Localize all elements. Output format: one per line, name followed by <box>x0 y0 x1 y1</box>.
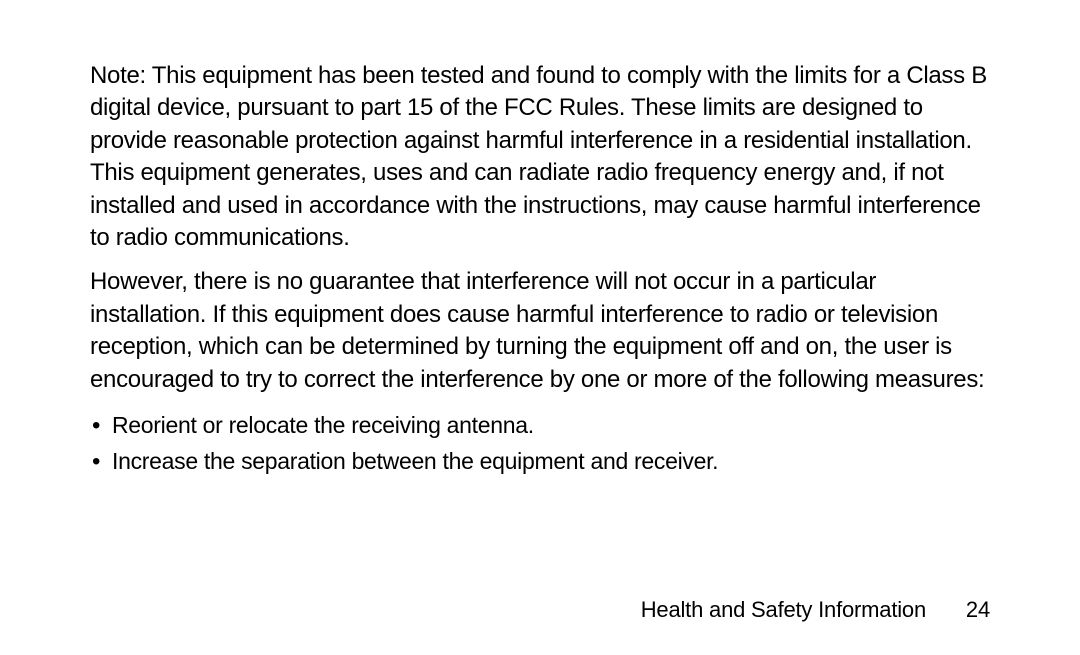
paragraph-1: Note: This equipment has been tested and… <box>90 60 990 254</box>
footer-section-title: Health and Safety Information <box>641 597 926 622</box>
bullet-list: Reorient or relocate the receiving anten… <box>90 408 990 479</box>
document-page: Note: This equipment has been tested and… <box>0 0 1080 479</box>
list-item: Reorient or relocate the receiving anten… <box>90 408 990 443</box>
page-number: 24 <box>966 597 990 622</box>
paragraph-2: However, there is no guarantee that inte… <box>90 266 990 396</box>
list-item: Increase the separation between the equi… <box>90 444 990 479</box>
page-footer: Health and Safety Information 24 <box>641 597 990 623</box>
